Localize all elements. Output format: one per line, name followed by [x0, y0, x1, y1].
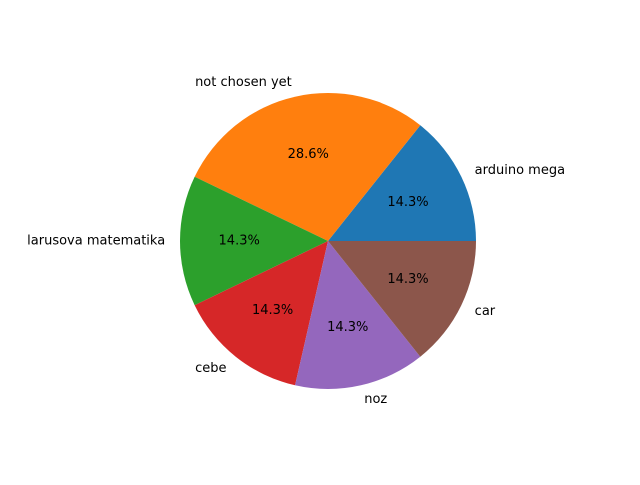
- pie-slice-not-chosen-yet: [194, 92, 421, 242]
- slice-percent-arduino-mega: 14.3%: [387, 195, 428, 210]
- slice-percent-car: 14.3%: [387, 272, 428, 287]
- pie-slice-arduino-mega: [328, 125, 476, 241]
- pie-slice-car: [328, 241, 476, 357]
- slice-label-larusova-matematika: larusova matematika: [27, 234, 165, 249]
- pie-slice-noz: [295, 241, 421, 390]
- slice-percent-larusova-matematika: 14.3%: [219, 234, 260, 249]
- slice-percent-cebe: 14.3%: [252, 303, 293, 318]
- pie-slices: [180, 92, 476, 390]
- slice-label-car: car: [475, 304, 496, 319]
- pie-slice-larusova-matematika: [180, 176, 328, 306]
- slice-label-arduino-mega: arduino mega: [475, 163, 565, 178]
- slice-label-not-chosen-yet: not chosen yet: [195, 75, 292, 90]
- pie-slice-cebe: [194, 241, 328, 386]
- pie-labels: arduino mega 14.3% not chosen yet 28.6% laru…: [27, 75, 565, 407]
- slice-percent-noz: 14.3%: [327, 320, 368, 335]
- slice-percent-not-chosen-yet: 28.6%: [288, 147, 329, 162]
- slice-label-cebe: cebe: [195, 361, 226, 376]
- slice-label-noz: noz: [364, 392, 387, 407]
